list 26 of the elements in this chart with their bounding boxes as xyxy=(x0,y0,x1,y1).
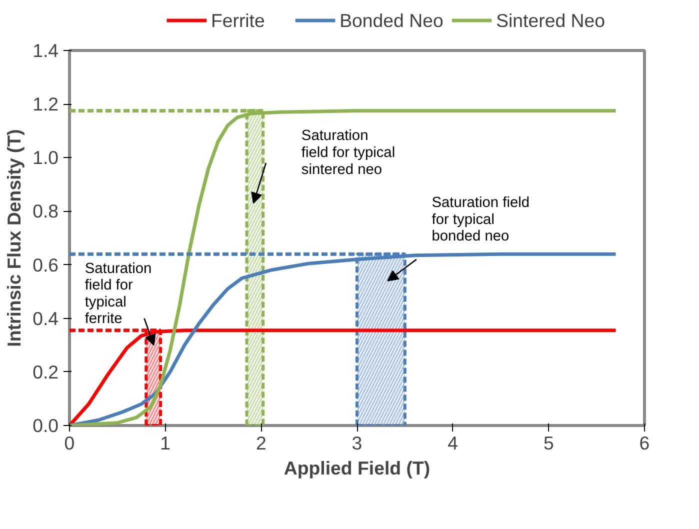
y-tick-label: 1.0 xyxy=(32,147,59,168)
x-tick-label: 6 xyxy=(639,432,650,454)
annotation: Saturation field for typical ferrite xyxy=(84,260,152,328)
y-tick-label: 0.0 xyxy=(32,415,59,436)
legend-label: Bonded Neo xyxy=(340,10,444,31)
annotation: Saturation field for typical sintered neo xyxy=(301,128,396,178)
y-tick-label: 0.2 xyxy=(32,361,59,382)
legend-label: Ferrite xyxy=(210,10,265,31)
x-tick-label: 2 xyxy=(256,432,266,454)
annotation: Saturation field for typical bonded neo xyxy=(432,195,530,245)
line-series xyxy=(70,109,618,426)
y-tick-label: 0.4 xyxy=(32,308,59,329)
x-tick-label: 0 xyxy=(64,432,75,454)
legend-label: Sintered Neo xyxy=(496,10,605,31)
x-tick-label: 1 xyxy=(160,432,171,454)
x-tick-label: 3 xyxy=(352,432,362,454)
x-tick-label: 4 xyxy=(448,432,458,454)
x-axis-title: Applied Field (T) xyxy=(284,458,430,478)
y-tick-label: 1.2 xyxy=(32,94,59,115)
y-tick-label: 0.8 xyxy=(32,200,59,222)
y-axis-title: Intrinsic Flux Density (T) xyxy=(4,129,25,347)
line-series xyxy=(70,252,618,426)
x-tick-label: 5 xyxy=(543,432,554,454)
y-tick-label: 1.4 xyxy=(32,40,59,61)
y-tick-label: 0.6 xyxy=(32,254,59,276)
line-series xyxy=(70,328,618,426)
